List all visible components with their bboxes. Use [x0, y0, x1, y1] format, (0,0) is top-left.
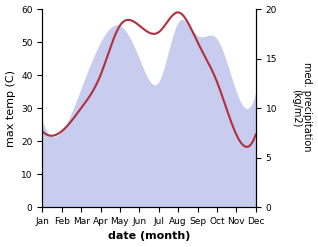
Y-axis label: med. precipitation 
(kg/m2): med. precipitation (kg/m2): [291, 62, 313, 154]
Y-axis label: max temp (C): max temp (C): [5, 70, 16, 147]
X-axis label: date (month): date (month): [108, 231, 190, 242]
